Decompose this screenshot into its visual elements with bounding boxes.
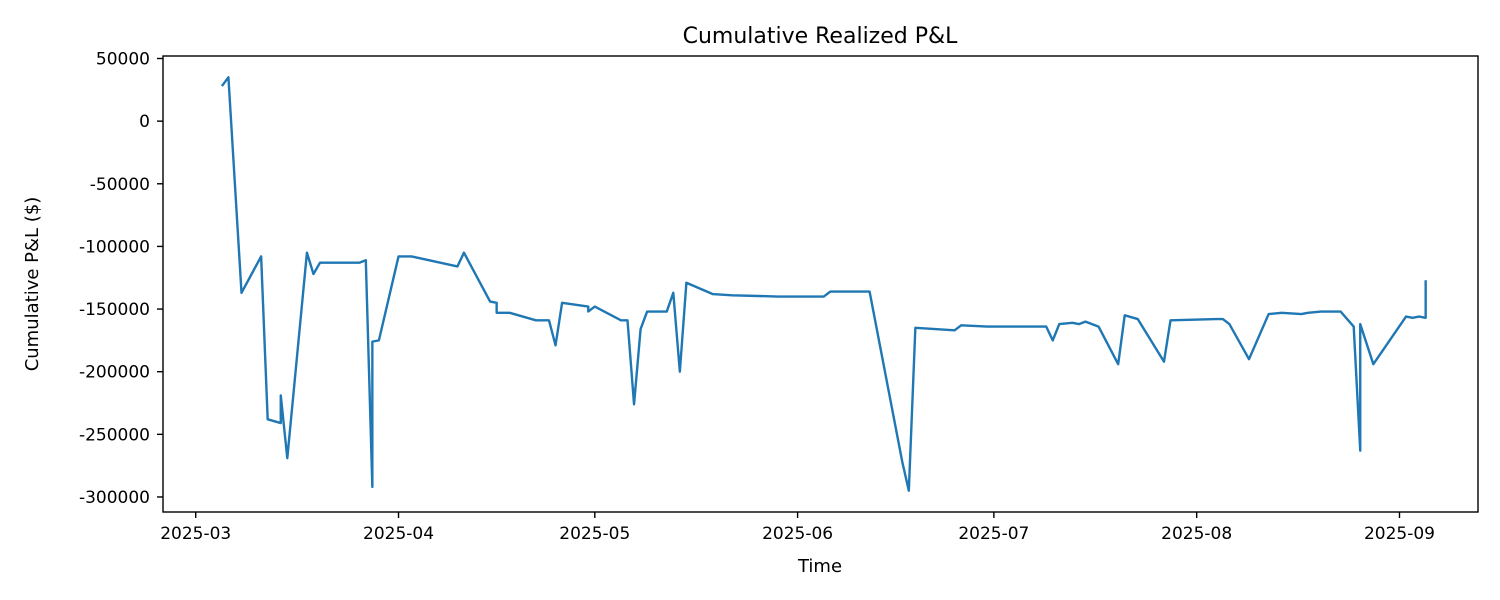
x-tick-label: 2025-08 <box>1161 524 1232 544</box>
y-axis-label: Cumulative P&L ($) <box>22 197 43 372</box>
series-line-0 <box>220 76 1427 492</box>
x-tick-label: 2025-06 <box>762 524 833 544</box>
y-tick-label: 50000 <box>96 50 150 70</box>
x-tick-label: 2025-05 <box>559 524 630 544</box>
x-tick-label: 2025-04 <box>363 524 434 544</box>
chart-title: Cumulative Realized P&L <box>683 24 959 49</box>
plot-frame <box>162 55 1479 513</box>
y-tick-label: -50000 <box>90 175 150 195</box>
y-tick-label: -100000 <box>79 237 150 257</box>
x-tick-label: 2025-03 <box>160 524 231 544</box>
y-tick-label: -200000 <box>79 363 150 383</box>
x-tick-label: 2025-09 <box>1364 524 1435 544</box>
x-tick-label: 2025-07 <box>958 524 1029 544</box>
y-tick-label: -250000 <box>79 425 150 445</box>
y-tick-label: 0 <box>139 112 150 132</box>
y-tick-label: -150000 <box>79 300 150 320</box>
x-axis-label: Time <box>797 556 842 577</box>
y-tick-label: -300000 <box>79 488 150 508</box>
